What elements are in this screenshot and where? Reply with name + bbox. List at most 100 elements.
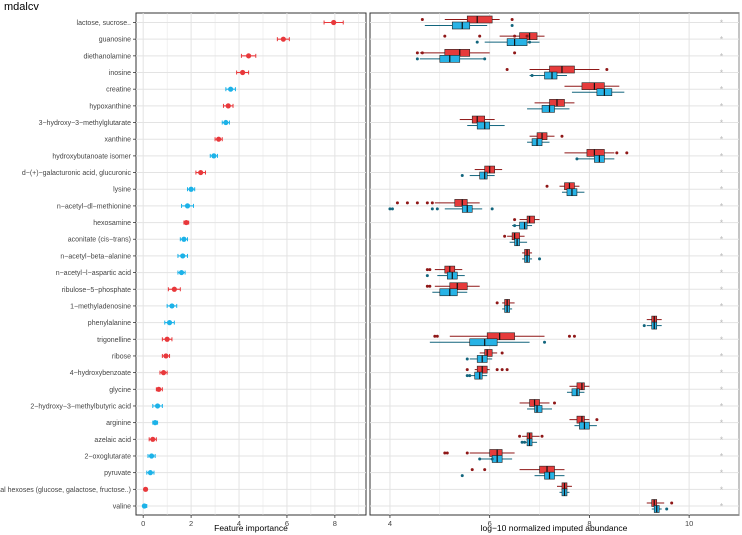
importance-category-label: azelaic acid (94, 437, 131, 444)
box-outlier (478, 34, 482, 38)
importance-point (160, 370, 167, 376)
box-body (581, 82, 605, 90)
abundance-x-tick-label: 8 (587, 519, 591, 528)
box-outlier (553, 401, 556, 405)
box-outlier (513, 34, 517, 38)
box-outlier (465, 374, 469, 378)
abundance-boxplots: * * * * * * * * * * * * * * * * * * * * * * * * * * * * * * (388, 15, 724, 513)
importance-point (331, 19, 337, 26)
importance-x-tick-labels: 0 2 4 6 8 (141, 519, 337, 528)
box-body (449, 282, 468, 291)
abundance-gridlines (370, 13, 740, 518)
box-outlier (425, 201, 429, 205)
importance-point (211, 153, 217, 159)
box-outlier (500, 351, 504, 355)
significance-star: * (720, 335, 724, 345)
box-outlier (495, 368, 499, 372)
importance-point (152, 420, 158, 426)
importance-x-tick-label: 2 (189, 519, 193, 528)
importance-point (156, 386, 162, 392)
importance-category-label: glycine (109, 387, 131, 394)
box-outlier (528, 40, 532, 44)
box-outlier (505, 368, 509, 372)
importance-category-label: n−acetyl−beta−alanine (60, 253, 131, 260)
importance-point (246, 53, 252, 59)
box-outlier (642, 324, 646, 328)
importance-category-label: 2−hydroxy−3−methylbutyric acid (30, 403, 131, 410)
importance-category-label: ribulose−5−phosphate (62, 287, 131, 294)
box-body (479, 171, 488, 180)
box-outlier (430, 207, 434, 211)
importance-point (280, 36, 286, 42)
box-body (474, 371, 483, 380)
box-outlier (425, 268, 429, 272)
abundance-panel: * * * * * * * * * * * * * * * * * * * * * * * * * * * * * * 4 6 8 10 log… (369, 12, 740, 533)
importance-point (154, 403, 161, 409)
importance-category-label: total hexoses (glucose, galactose, fruct… (0, 487, 131, 494)
importance-category-label: trigonelline (97, 337, 131, 344)
box-body (576, 382, 585, 391)
significance-star: * (720, 201, 724, 211)
importance-point (163, 353, 169, 359)
box-body (439, 288, 458, 297)
importance-category-label: guanosine (99, 37, 131, 44)
box-body (451, 21, 471, 30)
box-body (526, 215, 535, 224)
significance-star: * (720, 168, 724, 178)
importance-category-label: valine (113, 504, 131, 511)
box-outlier (605, 68, 609, 72)
importance-category-label: aconitate (cis−trans) (68, 237, 131, 244)
box-outlier (595, 418, 599, 422)
significance-star: * (720, 485, 724, 495)
box-outlier (513, 218, 517, 222)
importance-category-label: n−acetyl−l−aspartic acid (56, 270, 131, 277)
box-outlier (525, 34, 529, 38)
box-outlier (538, 257, 542, 261)
importance-x-axis-label: Feature importance (214, 523, 288, 533)
box-outlier (510, 18, 514, 21)
importance-category-label: lactose, sucrose.. (77, 20, 132, 27)
box-outlier (530, 74, 534, 78)
importance-point (216, 136, 222, 142)
importance-x-tick-label: 8 (333, 519, 337, 528)
importance-category-label: diethanolamine (84, 53, 132, 60)
importance-x-tick-label: 0 (141, 519, 145, 528)
significance-star: * (720, 135, 724, 145)
importance-point (147, 470, 153, 476)
box-outlier (445, 451, 449, 455)
box-outlier (420, 51, 424, 55)
box-body (476, 121, 490, 130)
box-outlier (435, 334, 439, 338)
importance-point (183, 219, 189, 226)
importance-point (225, 103, 231, 109)
abundance-x-tick-labels: 4 6 8 10 (388, 519, 693, 528)
box-outlier (443, 34, 447, 38)
box-outlier (460, 174, 464, 178)
importance-category-label: lysine (113, 187, 131, 194)
significance-star: * (720, 368, 724, 378)
box-outlier (425, 284, 429, 288)
importance-panel-frame (135, 12, 367, 516)
box-outlier (443, 451, 447, 455)
abundance-x-tick-label: 6 (488, 519, 492, 528)
box-body (519, 221, 528, 230)
importance-panel: lactose, sucrose.. guanosine diethanolamin… (0, 12, 367, 533)
importance-category-label: arginine (106, 420, 131, 427)
box-outlier (615, 151, 619, 155)
box-outlier (388, 207, 392, 211)
importance-x-tick-label: 6 (285, 519, 289, 528)
importance-category-label: inosine (109, 70, 131, 77)
importance-category-label: phenylalanine (88, 320, 131, 327)
importance-category-label: 4−hydroxybenzoate (70, 370, 131, 377)
significance-star: * (720, 435, 724, 445)
importance-point (223, 119, 229, 126)
box-outlier (513, 51, 517, 55)
importance-category-label: n−acetyl−dl−methionine (57, 203, 131, 210)
box-outlier (490, 457, 494, 461)
significance-star: * (720, 118, 724, 128)
importance-point (188, 186, 194, 192)
importance-point (150, 436, 156, 442)
box-outlier (395, 201, 399, 205)
importance-point (148, 453, 155, 459)
significance-star: * (720, 301, 724, 311)
